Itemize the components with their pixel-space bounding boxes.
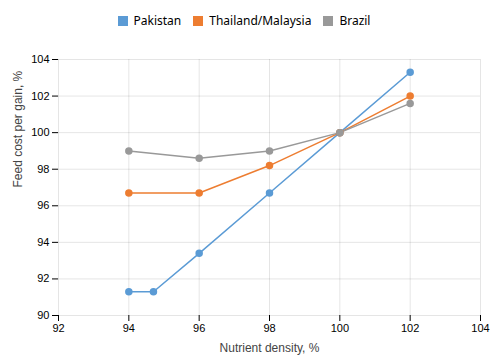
html-text:Pakistan: Pakistan: [133, 12, 182, 29]
svg-text:104: 104: [31, 53, 49, 65]
svg-text:92: 92: [37, 272, 49, 284]
svg-text:98: 98: [37, 163, 49, 175]
svg-text:94: 94: [37, 236, 49, 248]
svg-text:98: 98: [263, 322, 275, 334]
svg-text:90: 90: [37, 309, 49, 321]
svg-text:96: 96: [37, 199, 49, 211]
svg-text:96: 96: [193, 322, 205, 334]
html-text:Brazil: Brazil: [339, 12, 371, 29]
svg-text:Nutrient density, %: Nutrient density, %: [220, 341, 320, 355]
html-text:Thailand/Malaysia: Thailand/Malaysia: [209, 12, 312, 29]
svg-text:100: 100: [31, 126, 49, 138]
svg-text:102: 102: [31, 90, 49, 102]
svg-text:104: 104: [471, 322, 489, 334]
svg-text:102: 102: [401, 322, 419, 334]
svg-text:92: 92: [52, 322, 64, 334]
svg-text:94: 94: [123, 322, 135, 334]
svg-text:100: 100: [331, 322, 349, 334]
svg-text:Feed cost per gain, %: Feed cost per gain, %: [11, 70, 25, 187]
